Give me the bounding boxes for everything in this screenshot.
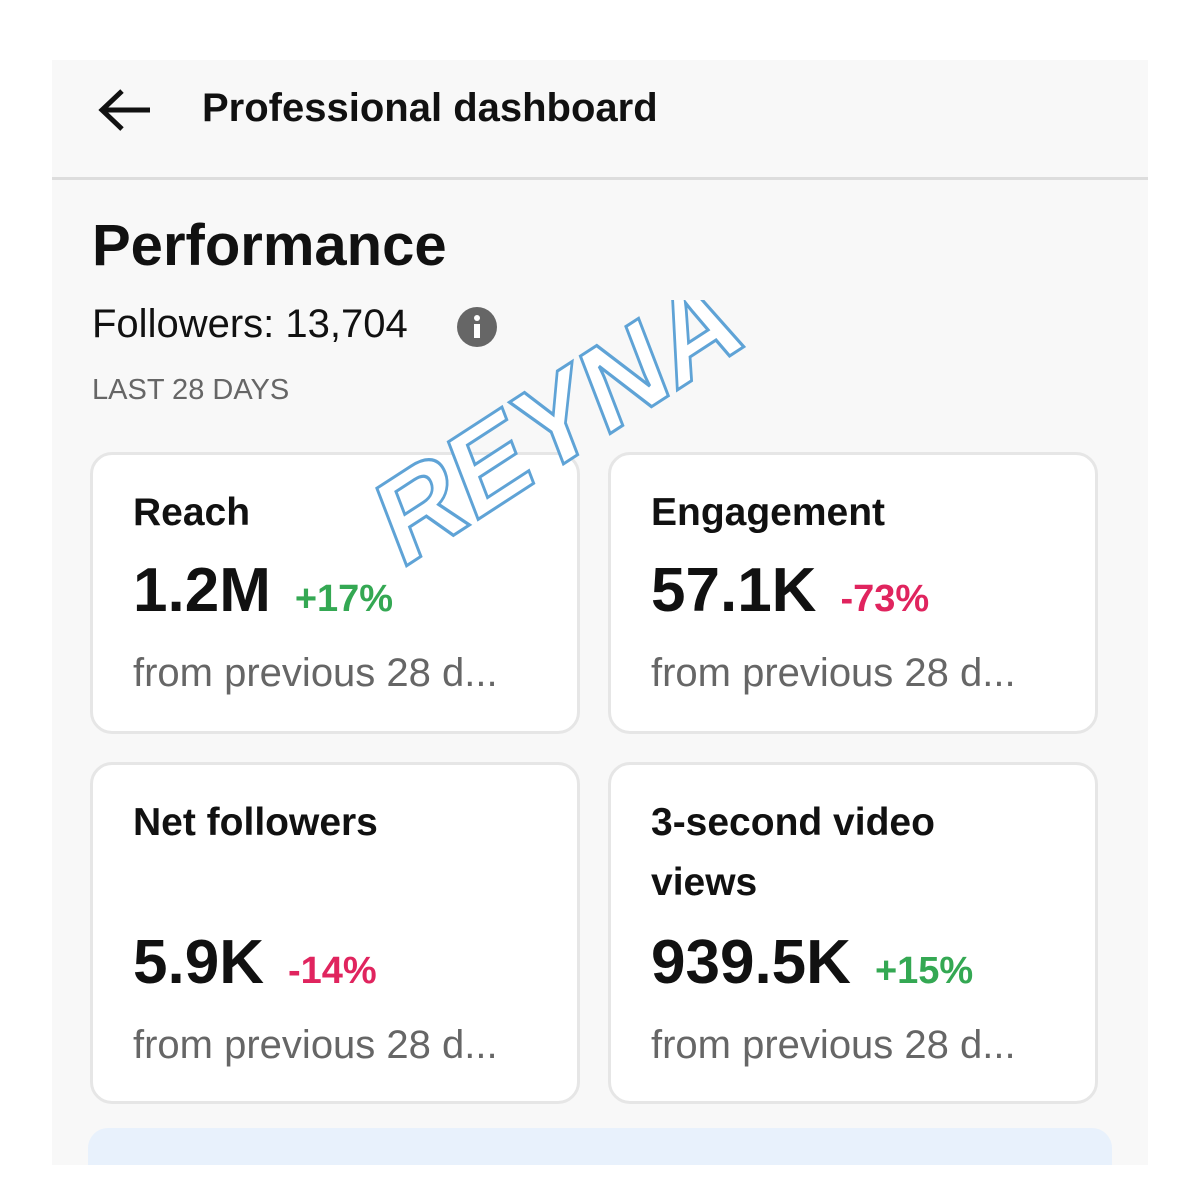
watermark: REYNA: [360, 300, 750, 596]
comparison-note: from previous 28 d...: [133, 651, 498, 695]
section-title: Performance: [92, 213, 447, 278]
metric-change: +15%: [874, 950, 974, 992]
card-title: Engagement: [651, 491, 886, 534]
card-title: Reach: [133, 491, 251, 534]
comparison-note: from previous 28 d...: [133, 1023, 498, 1067]
back-button[interactable]: [98, 88, 154, 132]
header-title: Professional dashboard: [202, 86, 658, 130]
card-title: Net followers: [133, 801, 378, 844]
metric-card[interactable]: Net followers 5.9K -14% from previous 28 d.…: [90, 762, 580, 1104]
metric-change: -73%: [840, 578, 930, 620]
comparison-note: from previous 28 d...: [651, 1023, 1016, 1067]
metric-card[interactable]: Reach 1.2M +17% from previous 28 d...: [90, 452, 580, 734]
period: LAST 28 DAYS: [92, 374, 290, 406]
metric-value: 939.5K: [651, 928, 851, 997]
metric-row: 57.1K -73%: [651, 555, 929, 626]
metric-row: 939.5K +15%: [651, 927, 973, 998]
metric-row: 1.2M +17%: [133, 555, 393, 626]
metric-change: -14%: [287, 950, 377, 992]
metric-value: 57.1K: [651, 556, 817, 625]
followers: Followers: 13,704: [92, 302, 408, 346]
metric-card[interactable]: 3-second video views 939.5K +15% from previ…: [608, 762, 1098, 1104]
metric-card[interactable]: Engagement 57.1K -73% from previous 28 d...: [608, 452, 1098, 734]
watermark-text: REYNA: [361, 300, 750, 595]
comparison-note: from previous 28 d...: [651, 651, 1016, 695]
header: Professional dashboard: [52, 60, 1148, 180]
metric-row: 5.9K -14%: [133, 927, 377, 998]
metric-change: +17%: [294, 578, 394, 620]
card-title: 3-second video views: [651, 801, 935, 904]
metric-value: 5.9K: [133, 928, 264, 997]
info-icon[interactable]: [456, 306, 498, 348]
screen: Professional dashboard Performance Follo…: [52, 60, 1148, 1165]
button[interactable]: [88, 1128, 1112, 1165]
metric-value: 1.2M: [133, 556, 271, 625]
